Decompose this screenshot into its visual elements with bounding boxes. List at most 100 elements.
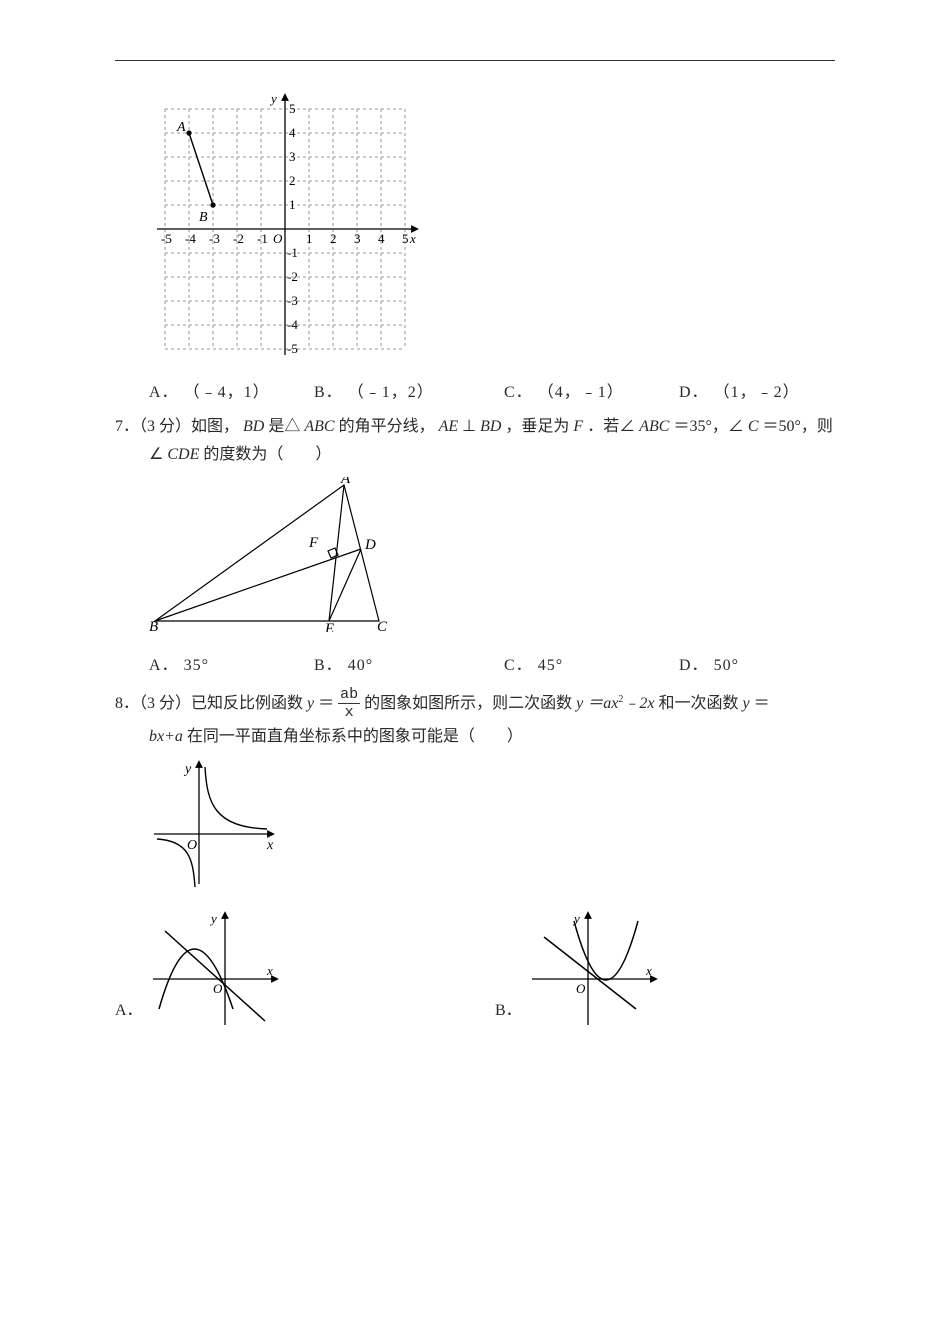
opt-label: B． [495,999,522,1023]
q6-grid-svg: -5-4-3 -2-1 123 45 543 21 -1-2-3 -4-5 O … [149,89,421,359]
q7-c: C [748,418,759,435]
svg-text:O: O [213,981,223,996]
q7-option-d[interactable]: D． 50° [679,654,739,678]
q7-cde: CDE [167,446,199,463]
q7-figure: B C A E D F [149,477,835,640]
q8-y2: y [576,695,583,712]
q7-t5: ，垂足为 [505,418,569,435]
svg-text:4: 4 [289,125,296,140]
q7-option-b[interactable]: B． 40° [314,654,504,678]
svg-text:-2: -2 [287,269,298,284]
q8-ref-svg: O x y [149,759,279,889]
svg-text:-2: -2 [233,231,244,246]
q8-eq: ＝ [318,695,334,712]
q8-t1: 8．（3 分）已知反比例函数 [115,695,307,712]
q7-t4: ⊥ [462,418,476,435]
q7-stem-cont: ∠ CDE 的度数为（ ） [115,443,835,467]
q6-figure: -5-4-3 -2-1 123 45 543 21 -1-2-3 -4-5 O … [149,89,835,367]
q7-c2: 的度数为（ ） [203,446,331,463]
opt-text: （﹣1，2） [348,384,434,401]
q7-options-row: A． 35° B． 40° C． 45° D． 50° [115,654,835,678]
svg-text:-5: -5 [161,231,172,246]
svg-text:y: y [183,762,192,777]
opt-text: 40° [348,657,373,674]
q6-option-b[interactable]: B． （﹣1，2） [314,381,504,405]
svg-text:2: 2 [330,231,337,246]
q7-bd2: BD [480,418,501,435]
q8-y: y [307,695,314,712]
q7-stem: 7．（3 分）如图， BD 是△ ABC 的角平分线， AE ⊥ BD ，垂足为… [115,415,835,439]
q7-option-c[interactable]: C． 45° [504,654,679,678]
svg-text:-1: -1 [287,245,298,260]
q7-t1: 7．（3 分）如图， [115,418,239,435]
svg-text:-3: -3 [287,293,298,308]
svg-text:y: y [209,911,217,926]
q7-ae: AE [439,418,459,435]
svg-text:B: B [199,210,208,225]
svg-text:x: x [266,838,274,853]
opt-text: 35° [184,657,209,674]
opt-text: 45° [538,657,563,674]
exam-page: -5-4-3 -2-1 123 45 543 21 -1-2-3 -4-5 O … [0,0,950,1209]
opt-label: A． [149,384,179,401]
svg-text:B: B [149,619,158,632]
q8-line: bx+a [149,728,183,745]
svg-text:O: O [187,838,197,853]
q8-option-b[interactable]: B． O x y [495,909,661,1029]
q7-t2: 是△ [268,418,300,435]
svg-text:F: F [308,535,319,551]
svg-text:A: A [340,477,351,487]
q8-options-row-1: A． O x y B． [115,909,835,1029]
q7-abc2: ABC [639,418,669,435]
opt-label: B． [314,384,343,401]
frac-num: ab [338,687,360,704]
q8-stem: 8．（3 分）已知反比例函数 y ＝ ab x 的图象如图所示，则二次函数 y … [115,688,835,721]
svg-text:-5: -5 [287,341,298,356]
svg-text:A: A [176,120,186,135]
svg-text:x: x [409,231,416,246]
opt-label: A． [149,657,179,674]
q7-t7: ＝35°，∠ [673,418,743,435]
q7-option-a[interactable]: A． 35° [149,654,314,678]
q6-options-row: A． （﹣4，1） B． （﹣1，2） C． （4，﹣1） D． （1，﹣2） [115,381,835,405]
svg-text:-3: -3 [209,231,220,246]
opt-text: （1，﹣2） [714,384,800,401]
svg-text:O: O [273,231,283,246]
svg-text:y: y [269,91,277,106]
svg-text:3: 3 [354,231,361,246]
q6-option-a[interactable]: A． （﹣4，1） [149,381,314,405]
q7-abc: ABC [304,418,334,435]
opt-label: C． [504,384,533,401]
q8-fraction: ab x [338,687,360,720]
q8-t2: 的图象如图所示，则二次函数 [364,695,576,712]
q8-tail: 在同一平面直角坐标系中的图象可能是（ ） [187,728,523,745]
svg-text:1: 1 [289,197,296,212]
opt-text: 50° [714,657,739,674]
svg-text:O: O [576,981,586,996]
opt-label: A． [115,999,143,1023]
q7-t6: ．若∠ [587,418,635,435]
opt-label: D． [679,384,709,401]
svg-text:1: 1 [306,231,313,246]
q7-c1: ∠ [149,446,163,463]
frac-den: x [338,704,360,720]
svg-text:2: 2 [289,173,296,188]
opt-text: （4，﹣1） [538,384,624,401]
q7-t3: 的角平分线， [339,418,435,435]
q7-t8: ＝50°，则 [763,418,833,435]
q8-opt-a-svg: O x y [147,909,282,1029]
q8-option-a[interactable]: A． O x y [115,909,495,1029]
q6-option-c[interactable]: C． （4，﹣1） [504,381,679,405]
q8-quad: ＝ax [587,695,618,712]
opt-label: D． [679,657,709,674]
svg-text:-1: -1 [257,231,268,246]
q8-stem-cont: bx+a 在同一平面直角坐标系中的图象可能是（ ） [115,725,835,749]
q6-option-d[interactable]: D． （1，﹣2） [679,381,800,405]
svg-text:-4: -4 [287,317,298,332]
q7-triangle-svg: B C A E D F [149,477,399,632]
page-top-rule [115,60,835,61]
q8-ref-figure: O x y [149,759,835,897]
q8-y3: y [743,695,750,712]
q8-qt: ﹣2x [623,695,654,712]
svg-text:5: 5 [289,101,296,116]
